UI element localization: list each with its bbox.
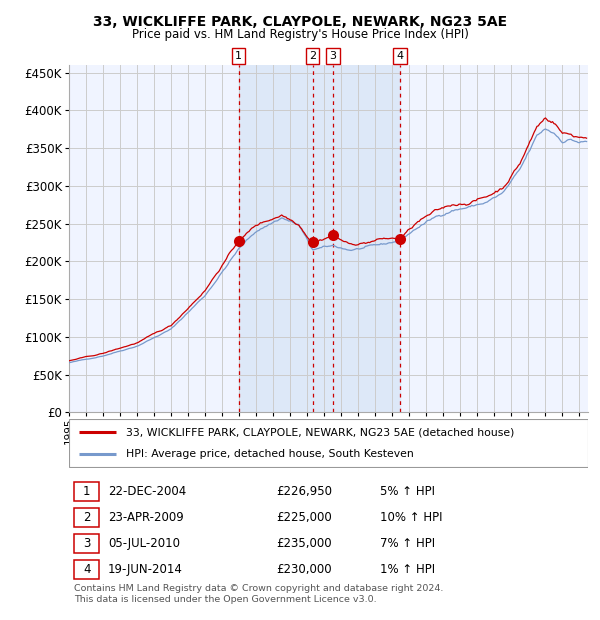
Text: 4: 4: [83, 563, 91, 576]
FancyBboxPatch shape: [74, 534, 99, 552]
Text: 4: 4: [397, 51, 404, 61]
Text: 5% ↑ HPI: 5% ↑ HPI: [380, 485, 436, 498]
Text: 1: 1: [235, 51, 242, 61]
Text: £235,000: £235,000: [277, 537, 332, 550]
Bar: [239, 65, 313, 412]
Text: £226,950: £226,950: [277, 485, 332, 498]
Text: Contains HM Land Registry data © Crown copyright and database right 2024.
This d: Contains HM Land Registry data © Crown c…: [74, 583, 443, 604]
Text: £225,000: £225,000: [277, 511, 332, 524]
Text: 33, WICKLIFFE PARK, CLAYPOLE, NEWARK, NG23 5AE (detached house): 33, WICKLIFFE PARK, CLAYPOLE, NEWARK, NG…: [126, 427, 514, 437]
Text: £230,000: £230,000: [277, 563, 332, 576]
FancyBboxPatch shape: [69, 420, 588, 467]
Text: 2: 2: [83, 511, 91, 524]
Text: 05-JUL-2010: 05-JUL-2010: [108, 537, 180, 550]
Text: 2: 2: [309, 51, 316, 61]
Text: 3: 3: [83, 537, 91, 550]
Text: 33, WICKLIFFE PARK, CLAYPOLE, NEWARK, NG23 5AE: 33, WICKLIFFE PARK, CLAYPOLE, NEWARK, NG…: [93, 16, 507, 30]
Text: 23-APR-2009: 23-APR-2009: [108, 511, 184, 524]
Text: 10% ↑ HPI: 10% ↑ HPI: [380, 511, 443, 524]
FancyBboxPatch shape: [74, 482, 99, 501]
Text: 1% ↑ HPI: 1% ↑ HPI: [380, 563, 436, 576]
Text: Price paid vs. HM Land Registry's House Price Index (HPI): Price paid vs. HM Land Registry's House …: [131, 28, 469, 41]
Text: 19-JUN-2014: 19-JUN-2014: [108, 563, 183, 576]
Text: HPI: Average price, detached house, South Kesteven: HPI: Average price, detached house, Sout…: [126, 450, 414, 459]
Bar: [313, 65, 333, 412]
Text: 1: 1: [83, 485, 91, 498]
Text: 7% ↑ HPI: 7% ↑ HPI: [380, 537, 436, 550]
FancyBboxPatch shape: [74, 508, 99, 526]
Text: 3: 3: [329, 51, 337, 61]
Bar: [333, 65, 400, 412]
FancyBboxPatch shape: [74, 560, 99, 578]
Text: 22-DEC-2004: 22-DEC-2004: [108, 485, 186, 498]
